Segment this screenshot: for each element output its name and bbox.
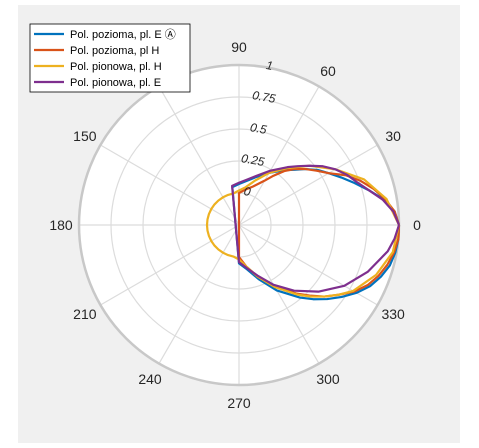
theta-grid-line bbox=[100, 144, 240, 226]
theta-tick-label: 240 bbox=[138, 371, 162, 387]
theta-tick-label: 150 bbox=[73, 128, 97, 144]
legend-entry-label: Pol. pozioma, pl. E Ⓐ bbox=[70, 28, 176, 41]
legend-entry-label: Pol. pionowa, pl. H bbox=[70, 61, 162, 73]
legend-entry-label: Pol. pozioma, pl H bbox=[70, 45, 159, 57]
theta-tick-label: 270 bbox=[227, 395, 251, 411]
theta-grid-line bbox=[238, 224, 320, 364]
theta-tick-label: 180 bbox=[49, 217, 73, 233]
theta-tick-label: 60 bbox=[320, 63, 336, 79]
series-layer bbox=[205, 164, 401, 301]
legend[interactable]: Pol. pozioma, pl. E Ⓐ Pol. pozioma, pl H P… bbox=[29, 23, 191, 93]
series-line-4 bbox=[231, 164, 401, 293]
tick-label-layer: 030609012015018021024027030033000.250.50… bbox=[49, 39, 421, 411]
theta-grid-line bbox=[158, 86, 240, 226]
legend-box bbox=[29, 23, 191, 93]
theta-tick-label: 90 bbox=[231, 39, 247, 55]
theta-grid-line bbox=[238, 144, 378, 226]
theta-grid-line bbox=[158, 224, 240, 364]
theta-tick-label: 300 bbox=[316, 371, 340, 387]
r-tick-label: 0.5 bbox=[249, 120, 268, 137]
r-tick-label: 0.25 bbox=[240, 151, 266, 169]
r-tick-label: 1 bbox=[265, 58, 274, 73]
series-line-3 bbox=[205, 164, 401, 298]
theta-tick-label: 0 bbox=[413, 217, 421, 233]
theta-tick-label: 330 bbox=[381, 306, 405, 322]
r-tick-label: 0.75 bbox=[251, 88, 277, 106]
legend-entry-label: Pol. pionowa, pl. E bbox=[70, 77, 161, 89]
theta-grid-line bbox=[238, 86, 320, 226]
theta-tick-label: 210 bbox=[73, 306, 97, 322]
theta-grid-line bbox=[100, 224, 240, 306]
r-tick-label: 0 bbox=[243, 184, 252, 199]
theta-tick-label: 30 bbox=[385, 128, 401, 144]
